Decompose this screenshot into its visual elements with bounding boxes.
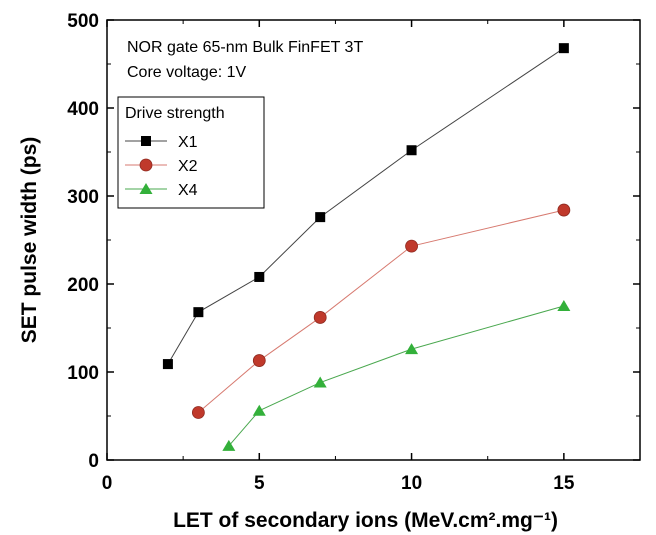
x-tick-label: 15	[553, 473, 575, 494]
data-point-X4	[557, 300, 570, 311]
data-point-X2	[253, 355, 265, 367]
axis-ticks: 0 5 10 15 0 100 200 300 400 500	[67, 11, 640, 494]
y-tick-label: 200	[67, 275, 99, 296]
data-point-X1	[193, 307, 203, 317]
series-line-X4	[229, 306, 564, 446]
annotation-voltage: Core voltage: 1V	[127, 64, 247, 81]
data-point-X2	[558, 204, 570, 216]
data-point-X4	[222, 440, 235, 451]
data-point-X2	[314, 311, 326, 323]
y-tick-label: 100	[67, 363, 99, 384]
data-point-X1	[407, 145, 417, 155]
data-point-X1	[315, 212, 325, 222]
legend-label-X4: X4	[178, 182, 198, 199]
annotation-gate: NOR gate 65-nm Bulk FinFET 3T	[127, 39, 363, 56]
data-point-X2	[192, 406, 204, 418]
data-point-X4	[314, 377, 327, 388]
x-tick-label: 10	[401, 473, 422, 494]
series-X2	[192, 204, 569, 418]
legend-title: Drive strength	[125, 105, 225, 122]
data-point-X1	[254, 272, 264, 282]
x-axis-title: LET of secondary ions (MeV.cm².mg⁻¹)	[173, 509, 558, 532]
y-tick-label: 300	[67, 187, 99, 208]
data-point-X1	[163, 359, 173, 369]
y-axis-title: SET pulse width (ps)	[18, 137, 41, 344]
legend-marker-X2	[140, 159, 152, 171]
data-point-X1	[559, 43, 569, 53]
series-X4	[222, 300, 570, 451]
series-line-X2	[198, 210, 563, 412]
legend-label-X2: X2	[178, 158, 198, 175]
x-tick-label: 0	[102, 473, 113, 494]
plot-frame	[107, 20, 640, 460]
data-point-X2	[406, 240, 418, 252]
legend: Drive strength X1 X2 X4	[118, 97, 264, 208]
y-tick-label: 0	[88, 451, 99, 472]
legend-label-X1: X1	[178, 134, 198, 151]
data-point-X4	[405, 343, 418, 354]
x-tick-label: 5	[254, 473, 265, 494]
y-tick-label: 400	[67, 99, 99, 120]
data-point-X4	[253, 405, 266, 416]
y-tick-label: 500	[67, 11, 99, 32]
legend-marker-X1	[141, 136, 151, 146]
